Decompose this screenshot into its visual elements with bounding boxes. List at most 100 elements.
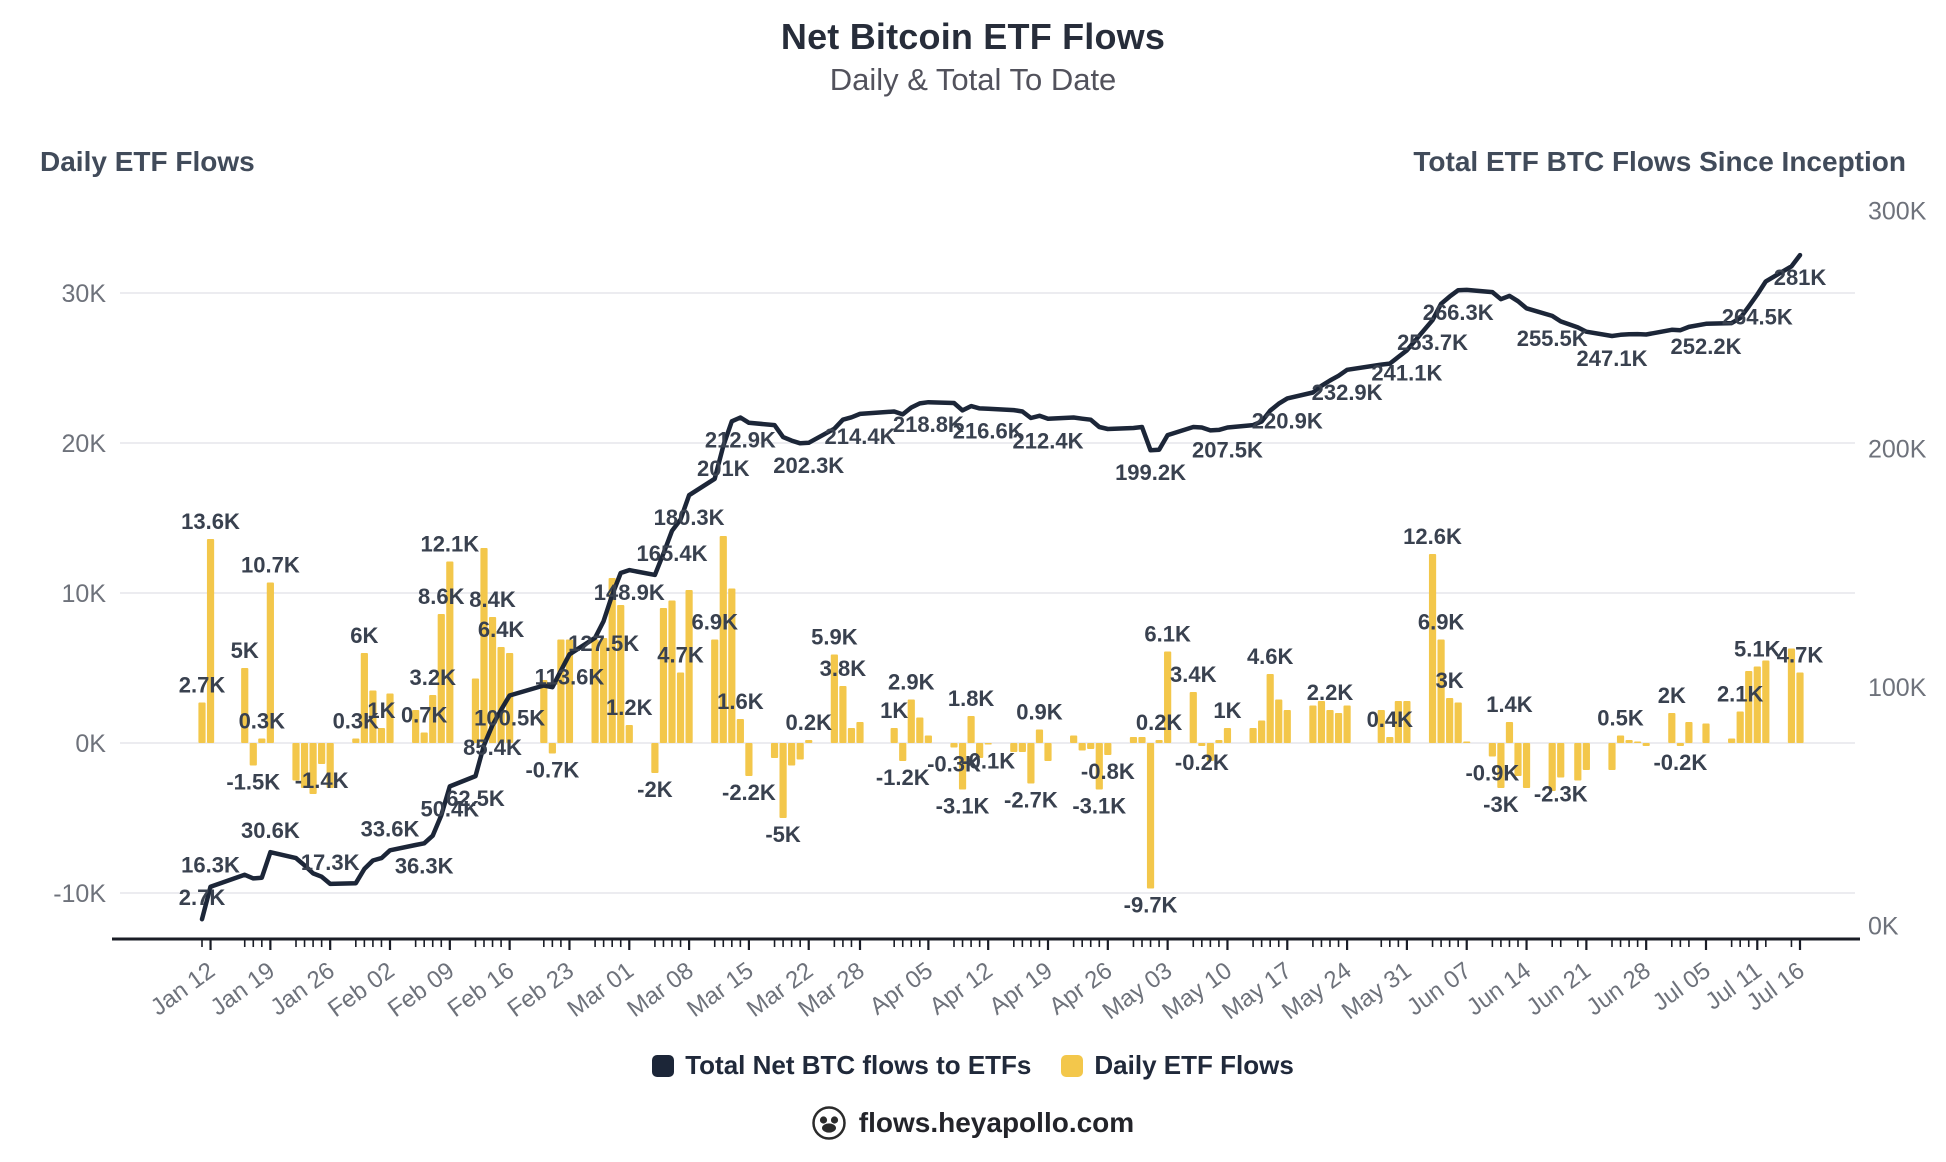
svg-text:Feb 23: Feb 23 xyxy=(503,957,579,1023)
svg-text:2.9K: 2.9K xyxy=(888,670,935,695)
svg-text:33.6K: 33.6K xyxy=(361,816,420,841)
svg-text:148.9K: 148.9K xyxy=(594,580,665,605)
svg-text:4.7K: 4.7K xyxy=(657,643,704,668)
svg-text:50.4K: 50.4K xyxy=(420,796,479,821)
svg-text:214.4K: 214.4K xyxy=(825,424,896,449)
svg-text:Jul 05: Jul 05 xyxy=(1648,957,1716,1016)
footer-brand-label: flows.heyapollo.com xyxy=(858,1107,1135,1138)
svg-text:1.4K: 1.4K xyxy=(1486,692,1533,717)
svg-text:300K: 300K xyxy=(1868,197,1927,225)
svg-text:266.3K: 266.3K xyxy=(1423,300,1494,325)
svg-text:10.7K: 10.7K xyxy=(241,553,300,578)
svg-text:17.3K: 17.3K xyxy=(301,850,360,875)
svg-text:3.4K: 3.4K xyxy=(1170,662,1217,687)
svg-text:1.2K: 1.2K xyxy=(606,695,653,720)
legend-item-daily-flows[interactable]: Daily ETF Flows xyxy=(1061,1050,1294,1081)
svg-text:12.6K: 12.6K xyxy=(1403,524,1462,549)
svg-text:6.4K: 6.4K xyxy=(478,617,525,642)
svg-text:Feb 16: Feb 16 xyxy=(443,957,519,1023)
svg-text:13.6K: 13.6K xyxy=(181,509,240,534)
left-axis-title: Daily ETF Flows xyxy=(40,146,255,177)
svg-text:127.5K: 127.5K xyxy=(568,631,639,656)
svg-text:4.6K: 4.6K xyxy=(1247,644,1294,669)
svg-text:3K: 3K xyxy=(1436,668,1464,693)
legend-label-total-flows: Total Net BTC flows to ETFs xyxy=(685,1050,1032,1080)
svg-text:5.9K: 5.9K xyxy=(811,625,858,650)
svg-text:-1.2K: -1.2K xyxy=(876,765,930,790)
svg-text:Jan 12: Jan 12 xyxy=(146,957,220,1021)
svg-text:0K: 0K xyxy=(1868,913,1899,941)
svg-text:2K: 2K xyxy=(1658,683,1686,708)
svg-text:6.9K: 6.9K xyxy=(1418,610,1465,635)
svg-text:3.8K: 3.8K xyxy=(820,656,867,681)
daily-flow-bars[interactable] xyxy=(198,536,1804,889)
svg-text:-5K: -5K xyxy=(765,822,801,847)
svg-text:Apr 12: Apr 12 xyxy=(925,957,998,1020)
svg-text:0.2K: 0.2K xyxy=(785,710,832,735)
svg-text:253.7K: 253.7K xyxy=(1397,330,1468,355)
svg-text:1.8K: 1.8K xyxy=(948,686,995,711)
svg-text:6K: 6K xyxy=(350,623,378,648)
svg-text:5.1K: 5.1K xyxy=(1734,637,1781,662)
svg-text:0.2K: 0.2K xyxy=(1136,710,1183,735)
svg-text:165.4K: 165.4K xyxy=(637,541,708,566)
svg-text:-1.4K: -1.4K xyxy=(295,768,349,793)
svg-text:12.1K: 12.1K xyxy=(420,532,479,557)
svg-text:85.4K: 85.4K xyxy=(463,735,522,760)
svg-text:2.2K: 2.2K xyxy=(1307,680,1354,705)
svg-text:10K: 10K xyxy=(62,580,107,608)
svg-text:-0.1K: -0.1K xyxy=(961,749,1015,774)
svg-text:Jan 19: Jan 19 xyxy=(206,957,280,1021)
svg-text:0.3K: 0.3K xyxy=(333,709,380,734)
svg-text:0.3K: 0.3K xyxy=(239,709,286,734)
svg-text:0.5K: 0.5K xyxy=(1597,706,1644,731)
svg-text:199.2K: 199.2K xyxy=(1115,460,1186,485)
svg-text:180.3K: 180.3K xyxy=(654,505,725,530)
right-axis-tick-labels: 300K 200K 100K 0K xyxy=(1868,197,1927,940)
svg-text:2.7K: 2.7K xyxy=(179,885,226,910)
svg-text:Mar 15: Mar 15 xyxy=(682,957,758,1023)
svg-text:6.9K: 6.9K xyxy=(691,610,738,635)
svg-text:6.1K: 6.1K xyxy=(1144,622,1191,647)
svg-text:-0.8K: -0.8K xyxy=(1081,759,1135,784)
svg-text:30.6K: 30.6K xyxy=(241,818,300,843)
page-subtitle: Daily & Total To Date xyxy=(829,62,1117,97)
svg-text:-3K: -3K xyxy=(1483,792,1519,817)
legend-item-total-flows[interactable]: Total Net BTC flows to ETFs xyxy=(652,1050,1031,1081)
svg-text:4.7K: 4.7K xyxy=(1777,643,1824,668)
heyapollo-logo-icon xyxy=(812,1106,846,1140)
svg-text:212.9K: 212.9K xyxy=(705,428,776,453)
legend-label-daily-flows: Daily ETF Flows xyxy=(1094,1050,1294,1080)
svg-text:255.5K: 255.5K xyxy=(1517,326,1588,351)
svg-text:2.7K: 2.7K xyxy=(179,673,226,698)
svg-text:232.9K: 232.9K xyxy=(1312,380,1383,405)
x-axis xyxy=(112,937,1860,950)
svg-text:Jun 07: Jun 07 xyxy=(1402,957,1476,1021)
footer-brand[interactable]: flows.heyapollo.com xyxy=(0,1106,1946,1140)
svg-text:-9.7K: -9.7K xyxy=(1124,893,1178,918)
svg-text:207.5K: 207.5K xyxy=(1192,438,1263,463)
svg-text:8.6K: 8.6K xyxy=(418,584,465,609)
svg-text:20K: 20K xyxy=(62,430,107,458)
svg-text:5K: 5K xyxy=(231,638,259,663)
page-title: Net Bitcoin ETF Flows xyxy=(780,16,1166,57)
svg-text:-2.7K: -2.7K xyxy=(1004,788,1058,813)
svg-text:218.8K: 218.8K xyxy=(893,412,964,437)
svg-text:241.1K: 241.1K xyxy=(1371,360,1442,385)
svg-text:36.3K: 36.3K xyxy=(395,853,454,878)
cumulative-flow-line[interactable] xyxy=(199,252,1803,922)
svg-text:Feb 02: Feb 02 xyxy=(323,957,399,1023)
svg-text:0.9K: 0.9K xyxy=(1016,700,1063,725)
svg-text:-2K: -2K xyxy=(637,777,673,802)
svg-text:-1.5K: -1.5K xyxy=(226,770,280,795)
svg-text:216.6K: 216.6K xyxy=(953,419,1024,444)
svg-text:281K: 281K xyxy=(1774,265,1827,290)
svg-text:220.9K: 220.9K xyxy=(1252,408,1323,433)
svg-text:Mar 08: Mar 08 xyxy=(622,957,698,1023)
svg-text:100.5K: 100.5K xyxy=(474,706,545,731)
